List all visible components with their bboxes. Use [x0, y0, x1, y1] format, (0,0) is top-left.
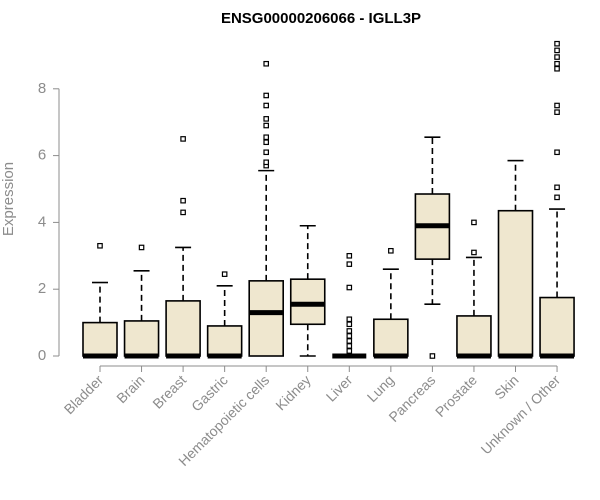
outlier-point — [388, 247, 394, 254]
outlier-point — [180, 197, 186, 204]
outlier-point — [554, 40, 560, 47]
y-tick-label: 6 — [38, 147, 46, 164]
box-group — [414, 136, 451, 359]
outlier-point — [471, 249, 477, 256]
box-group — [456, 219, 492, 359]
box-rect — [82, 321, 118, 357]
box-rect — [123, 320, 160, 357]
y-tick-label: 2 — [38, 280, 46, 297]
outlier-point — [263, 149, 270, 156]
outlier-point — [346, 348, 353, 354]
box-group — [497, 159, 534, 359]
box-group — [373, 247, 409, 359]
x-tick-label: Unknown / Other — [478, 372, 564, 458]
box-group — [248, 60, 284, 357]
box-rect — [165, 300, 201, 357]
outlier-point — [346, 328, 353, 334]
y-tick-label: 8 — [38, 80, 46, 97]
box-rect — [289, 278, 326, 326]
x-tick-label: Liver — [323, 372, 356, 405]
outlier-point — [97, 242, 103, 249]
outlier-point — [263, 134, 270, 141]
outlier-point — [346, 333, 353, 339]
outlier-point — [346, 338, 353, 344]
outlier-point — [346, 284, 353, 291]
outlier-point — [263, 102, 270, 109]
x-tick-label: Skin — [491, 372, 522, 403]
outlier-point — [263, 122, 270, 129]
x-tick-label: Lung — [364, 372, 397, 405]
box-group — [82, 242, 118, 359]
x-tick-label: Brain — [113, 372, 147, 406]
box-group — [206, 271, 243, 359]
x-tick-label: Bladder — [61, 372, 107, 418]
outlier-point — [263, 139, 270, 146]
outlier-point — [346, 253, 353, 259]
outlier-point — [554, 109, 560, 115]
box-rect — [248, 280, 284, 357]
box-rect — [456, 315, 492, 357]
y-tick-label: 4 — [38, 213, 46, 230]
chart-title: ENSG00000206066 - IGLL3P — [221, 10, 421, 27]
outlier-point — [554, 194, 560, 201]
box-rect — [539, 296, 575, 357]
outlier-point — [263, 92, 270, 99]
outlier-point — [346, 321, 353, 328]
box-group — [289, 224, 326, 357]
y-axis: 0 2 4 6 8 — [38, 80, 60, 364]
outlier-point — [180, 136, 186, 142]
outlier-point — [138, 244, 145, 251]
outlier-point — [554, 60, 560, 67]
plot-area — [82, 40, 575, 359]
box-group — [332, 253, 367, 359]
outlier-point — [346, 343, 353, 349]
outlier-point — [429, 353, 436, 359]
box-rect — [373, 318, 409, 357]
outlier-point — [471, 219, 477, 226]
box-rect — [497, 209, 534, 357]
box-group — [539, 40, 575, 359]
outlier-point — [554, 65, 560, 72]
outlier-point — [263, 60, 270, 67]
outlier-point — [263, 116, 270, 122]
box-group — [123, 244, 160, 359]
outlier-point — [554, 102, 560, 109]
x-tick-label: Kidney — [272, 372, 314, 414]
outlier-point — [221, 271, 228, 277]
y-axis-label: Expression — [0, 162, 17, 236]
outlier-point — [180, 209, 186, 216]
box-group — [165, 136, 201, 359]
outlier-point — [554, 184, 560, 191]
outlier-point — [554, 54, 560, 60]
y-tick-label: 0 — [38, 347, 46, 364]
x-tick-label: Prostate — [432, 372, 480, 420]
outlier-point — [554, 149, 560, 156]
outlier-point — [554, 47, 560, 54]
outlier-point — [346, 261, 353, 267]
x-tick-label: Breast — [149, 372, 189, 412]
outlier-point — [263, 159, 270, 166]
box-rect — [206, 325, 243, 357]
outlier-point — [346, 316, 353, 323]
